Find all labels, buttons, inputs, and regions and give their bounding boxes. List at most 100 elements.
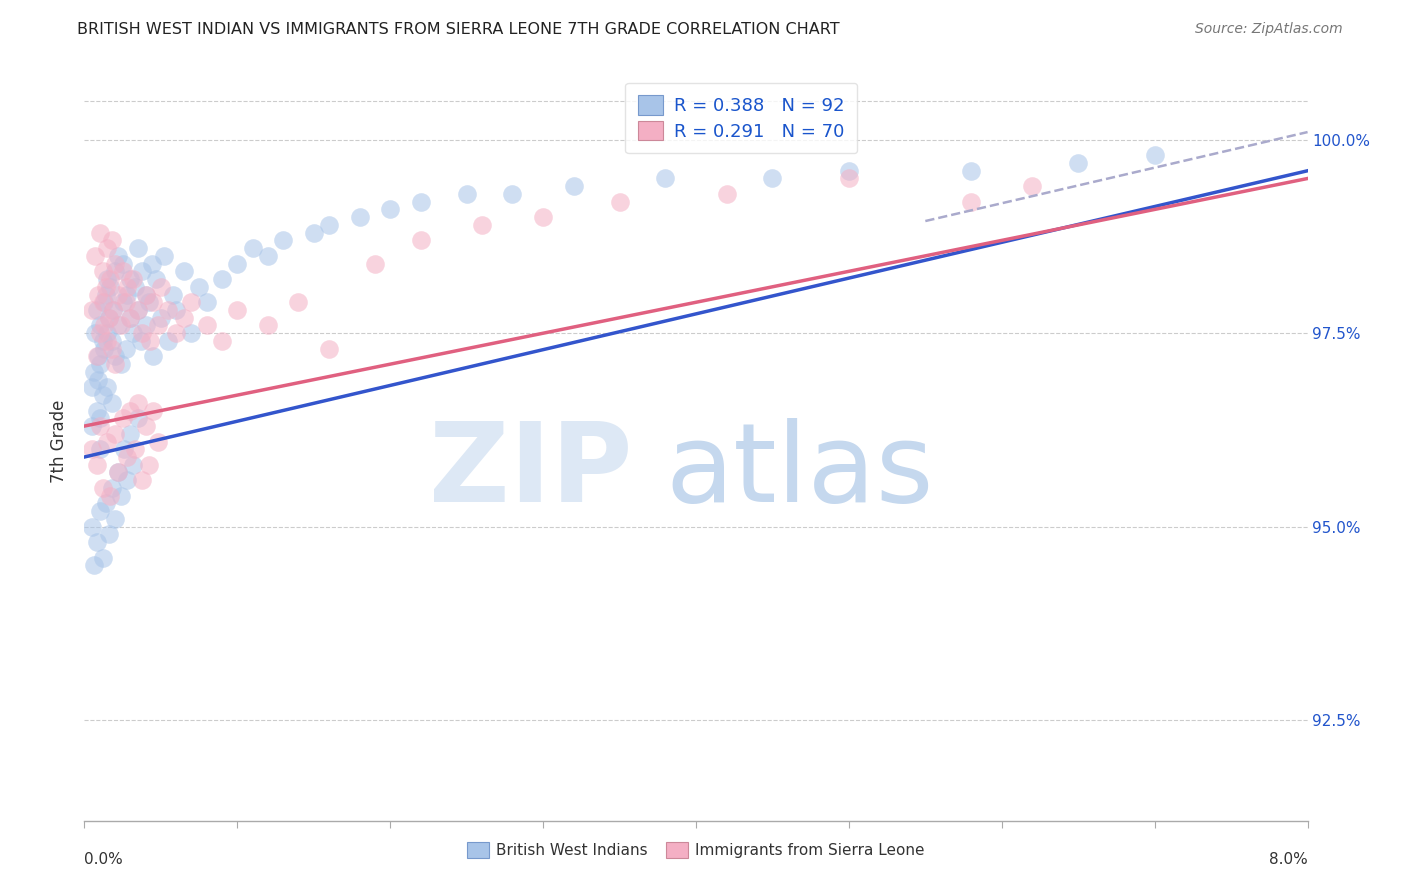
Point xyxy=(91,334,114,348)
Point xyxy=(122,272,145,286)
Point xyxy=(111,257,134,271)
Point xyxy=(127,411,149,425)
Point xyxy=(96,326,118,341)
Point xyxy=(127,396,149,410)
Point xyxy=(180,295,202,310)
Point xyxy=(107,287,129,301)
Point xyxy=(112,442,135,457)
Point xyxy=(91,550,114,565)
Point xyxy=(139,334,162,348)
Point xyxy=(115,473,138,487)
Point xyxy=(146,434,169,449)
Point xyxy=(98,280,121,294)
Text: 8.0%: 8.0% xyxy=(1268,852,1308,867)
Point xyxy=(86,458,108,472)
Point xyxy=(107,466,129,480)
Point xyxy=(960,194,983,209)
Point xyxy=(93,295,115,310)
Point xyxy=(142,403,165,417)
Text: BRITISH WEST INDIAN VS IMMIGRANTS FROM SIERRA LEONE 7TH GRADE CORRELATION CHART: BRITISH WEST INDIAN VS IMMIGRANTS FROM S… xyxy=(77,22,839,37)
Point xyxy=(609,194,631,209)
Point xyxy=(86,403,108,417)
Point xyxy=(96,272,118,286)
Point xyxy=(131,473,153,487)
Point xyxy=(87,373,110,387)
Point xyxy=(80,419,103,434)
Point xyxy=(96,434,118,449)
Point xyxy=(93,342,115,356)
Point xyxy=(89,357,111,371)
Point xyxy=(89,504,111,518)
Point xyxy=(138,458,160,472)
Point xyxy=(98,272,121,286)
Y-axis label: 7th Grade: 7th Grade xyxy=(51,400,69,483)
Point xyxy=(101,233,124,247)
Point xyxy=(80,303,103,318)
Point xyxy=(104,257,127,271)
Point xyxy=(173,264,195,278)
Point xyxy=(94,280,117,294)
Point xyxy=(124,442,146,457)
Point xyxy=(226,257,249,271)
Point xyxy=(91,264,114,278)
Point xyxy=(115,450,138,464)
Point xyxy=(135,318,157,333)
Point xyxy=(364,257,387,271)
Point xyxy=(80,380,103,394)
Point xyxy=(111,264,134,278)
Point xyxy=(142,350,165,364)
Point xyxy=(131,326,153,341)
Point xyxy=(94,287,117,301)
Point xyxy=(173,310,195,325)
Point xyxy=(120,426,142,441)
Point xyxy=(211,272,233,286)
Text: atlas: atlas xyxy=(665,418,934,525)
Point xyxy=(101,334,124,348)
Point xyxy=(188,280,211,294)
Point xyxy=(98,489,121,503)
Point xyxy=(318,342,340,356)
Point xyxy=(654,171,676,186)
Point xyxy=(104,512,127,526)
Point xyxy=(89,318,111,333)
Point xyxy=(114,342,136,356)
Point xyxy=(101,396,124,410)
Point xyxy=(145,272,167,286)
Point xyxy=(80,519,103,533)
Point xyxy=(157,303,180,318)
Point xyxy=(87,287,110,301)
Point xyxy=(111,411,134,425)
Point xyxy=(89,419,111,434)
Point xyxy=(242,241,264,255)
Text: 0.0%: 0.0% xyxy=(84,852,124,867)
Point xyxy=(86,350,108,364)
Text: Source: ZipAtlas.com: Source: ZipAtlas.com xyxy=(1195,22,1343,37)
Point xyxy=(97,527,120,541)
Point xyxy=(89,442,111,457)
Point xyxy=(86,303,108,318)
Point xyxy=(120,310,142,325)
Point xyxy=(115,287,138,301)
Point xyxy=(97,310,120,325)
Point xyxy=(195,318,218,333)
Point xyxy=(101,481,124,495)
Point xyxy=(111,295,134,310)
Point xyxy=(103,303,125,318)
Point xyxy=(93,318,115,333)
Point xyxy=(120,272,142,286)
Point xyxy=(89,326,111,341)
Point xyxy=(104,350,127,364)
Point xyxy=(91,481,114,495)
Point xyxy=(761,171,783,186)
Point xyxy=(110,489,132,503)
Point xyxy=(162,287,184,301)
Point xyxy=(89,226,111,240)
Point xyxy=(531,210,554,224)
Point xyxy=(84,249,107,263)
Point xyxy=(91,388,114,402)
Point xyxy=(120,310,142,325)
Point xyxy=(127,303,149,318)
Point xyxy=(149,280,172,294)
Point xyxy=(114,295,136,310)
Point xyxy=(107,318,129,333)
